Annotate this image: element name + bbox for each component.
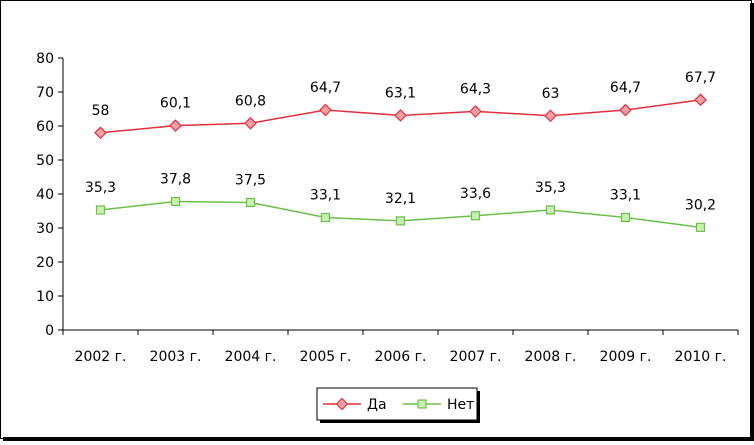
y-tick-label: 20 [36, 255, 54, 271]
legend-label: Да [367, 397, 387, 413]
legend-marker [335, 397, 349, 411]
y-tick-label: 40 [36, 187, 54, 203]
x-tick-label: 2002 г. [75, 349, 127, 365]
data-point-marker [545, 205, 556, 215]
data-point-marker [394, 109, 407, 122]
data-point-marker [470, 211, 481, 221]
data-label: 60,8 [235, 93, 266, 109]
y-tick-label: 0 [45, 323, 54, 339]
data-label: 37,8 [160, 171, 191, 187]
data-point-marker [320, 212, 331, 223]
data-point-marker [395, 216, 406, 226]
data-point-marker [244, 116, 257, 130]
data-point-marker [319, 103, 332, 117]
data-point-marker [94, 126, 107, 140]
data-label: 63,1 [385, 85, 416, 101]
data-label: 33,1 [610, 187, 641, 203]
x-tick-label: 2007 г. [450, 349, 502, 365]
data-point-marker [170, 196, 181, 207]
data-label: 35,3 [85, 180, 116, 196]
data-point-marker [469, 105, 482, 118]
data-label: 64,3 [460, 81, 491, 97]
data-label: 33,6 [460, 186, 491, 202]
data-label: 63 [542, 86, 560, 102]
x-tick-label: 2005 г. [300, 349, 352, 365]
data-label: 33,1 [310, 187, 341, 203]
data-label: 67,7 [685, 70, 716, 86]
x-tick-label: 2006 г. [375, 349, 427, 365]
axes: 0 10 20 30 40 50 60 70 80 2002 г. 2003 г. 2004 г. 20… [36, 51, 739, 365]
y-tick-label: 10 [36, 289, 54, 305]
legend-marker [417, 399, 427, 409]
y-tick-label: 50 [36, 153, 54, 169]
chart-border-shadow-bottom [3, 437, 754, 441]
data-point-marker [95, 205, 106, 215]
data-point-marker [544, 109, 557, 123]
chart-border-shadow-right [750, 3, 754, 441]
series-layer [94, 93, 707, 232]
data-label: 32,1 [385, 191, 416, 207]
data-label: 60,1 [160, 96, 191, 112]
data-label: 64,7 [610, 80, 641, 96]
data-point-marker [169, 119, 182, 133]
y-tick-label: 60 [36, 119, 54, 135]
data-label: 64,7 [310, 80, 341, 96]
data-label: 35,3 [535, 180, 566, 196]
data-point-marker [245, 197, 256, 208]
x-tick-label: 2004 г. [225, 349, 277, 365]
data-point-marker [695, 222, 706, 232]
data-label: 58 [92, 103, 110, 119]
data-label: 30,2 [685, 197, 716, 213]
x-tick-label: 2003 г. [150, 349, 202, 365]
legend-label: Нет [447, 397, 474, 413]
y-tick-label: 70 [36, 85, 54, 101]
x-tick-label: 2008 г. [525, 349, 577, 365]
x-tick-label: 2010 г. [675, 349, 727, 365]
y-tick-label: 30 [36, 221, 54, 237]
data-point-marker [694, 93, 707, 107]
legend: Да Нет [316, 387, 480, 423]
data-point-marker [619, 103, 632, 117]
y-tick-label: 80 [36, 51, 54, 67]
data-labels: 58 60,1 60,8 64,7 63,1 64,3 63 64,7 67,7 35,3 37,8… [85, 70, 716, 214]
data-label: 37,5 [235, 173, 266, 189]
x-tick-label: 2009 г. [600, 349, 652, 365]
data-point-marker [620, 212, 631, 223]
